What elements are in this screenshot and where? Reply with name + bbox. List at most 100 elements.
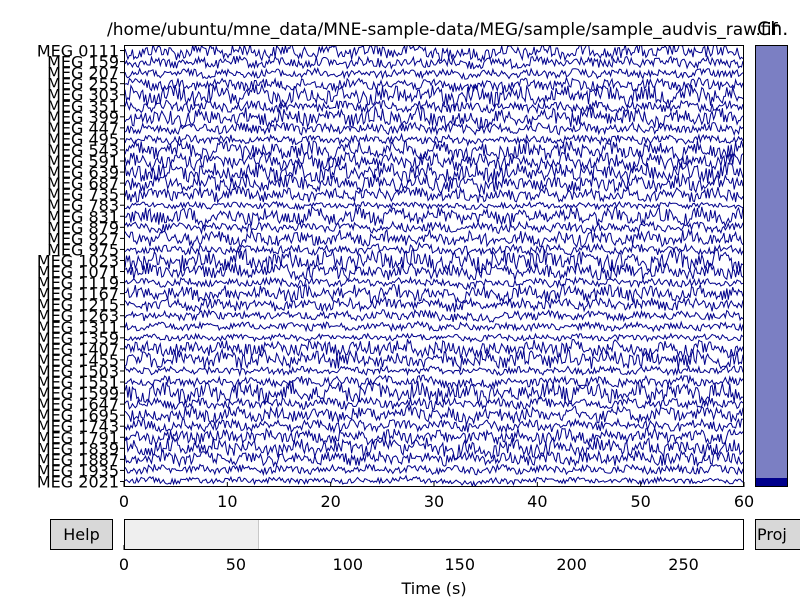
channel-trace[interactable] — [125, 436, 743, 460]
channel-trace[interactable] — [125, 241, 743, 257]
channel-label: MEG 159 — [47, 53, 119, 72]
channel-trace[interactable] — [125, 205, 743, 228]
time-x-tick-label: 150 — [444, 555, 475, 574]
channel-label: MEG 1551 — [37, 373, 119, 392]
channel-label: MEG 2021 — [37, 472, 119, 491]
channel-trace[interactable] — [125, 185, 743, 204]
channel-label: MEG 447 — [47, 119, 119, 138]
channel-trace[interactable] — [125, 320, 743, 333]
channel-trace[interactable] — [125, 160, 743, 185]
channel-label: MEG 687 — [47, 174, 119, 193]
time-x-tick-label: 50 — [226, 555, 246, 574]
traces-svg — [125, 46, 743, 486]
channel-label: MEG 351 — [47, 97, 119, 116]
channel-trace[interactable] — [125, 426, 743, 447]
channel-label: MEG 1791 — [37, 428, 119, 447]
channel-label: MEG 879 — [47, 218, 119, 237]
channel-trace[interactable] — [125, 261, 743, 282]
channel-trace[interactable] — [125, 98, 743, 115]
channel-scrollbar-label: Ch. — [757, 18, 789, 40]
main-x-tick-label: 30 — [424, 492, 444, 511]
main-x-tick-label: 40 — [527, 492, 547, 511]
channel-label: MEG 1407 — [37, 340, 119, 359]
channel-label: MEG 591 — [47, 152, 119, 171]
channel-label: MEG 399 — [47, 108, 119, 127]
figure-title: /home/ubuntu/mne_data/MNE-sample-data/ME… — [107, 20, 778, 40]
time-x-tick-label: 250 — [668, 555, 699, 574]
channel-label: MEG 1599 — [37, 384, 119, 403]
channel-trace[interactable] — [125, 75, 743, 93]
channel-trace[interactable] — [125, 82, 743, 109]
channel-label: MEG 927 — [47, 229, 119, 248]
channel-label: MEG 1119 — [37, 274, 119, 293]
channel-trace[interactable] — [125, 404, 743, 427]
channel-trace[interactable] — [125, 338, 743, 360]
channel-trace[interactable] — [125, 380, 743, 405]
channel-label: MEG 639 — [47, 163, 119, 182]
channel-label: MEG 1887 — [37, 450, 119, 469]
channel-trace[interactable] — [125, 463, 743, 477]
channel-trace[interactable] — [125, 228, 743, 249]
time-x-tick-label: 200 — [556, 555, 587, 574]
channel-label: MEG 975 — [47, 240, 119, 259]
channel-label: MEG 255 — [47, 75, 119, 94]
channel-trace[interactable] — [125, 172, 743, 195]
channel-label: MEG 1167 — [37, 285, 119, 304]
channel-trace[interactable] — [125, 151, 743, 173]
channel-label: MEG 1935 — [37, 461, 119, 480]
channel-trace[interactable] — [125, 417, 743, 434]
channel-trace[interactable] — [125, 449, 743, 468]
channel-label: MEG 1215 — [37, 296, 119, 315]
channel-label: MEG 1743 — [37, 417, 119, 436]
main-x-tick-label: 20 — [320, 492, 340, 511]
channel-scrollbar[interactable] — [755, 45, 788, 487]
channel-label: MEG 1071 — [37, 263, 119, 282]
main-x-tick-label: 60 — [734, 492, 754, 511]
channel-trace[interactable] — [125, 347, 743, 372]
channel-label: MEG 1695 — [37, 406, 119, 425]
channel-trace[interactable] — [125, 220, 743, 235]
channel-trace[interactable] — [125, 120, 743, 137]
channel-label: MEG 303 — [47, 86, 119, 105]
channel-trace[interactable] — [125, 295, 743, 313]
channel-trace[interactable] — [125, 200, 743, 211]
channel-trace[interactable] — [125, 104, 743, 131]
channel-label: MEG 831 — [47, 207, 119, 226]
channel-trace[interactable] — [125, 282, 743, 304]
channel-label: MEG 1023 — [37, 251, 119, 270]
channel-trace[interactable] — [125, 308, 743, 323]
time-scrollbar[interactable] — [124, 519, 744, 550]
channel-label: MEG 1311 — [37, 318, 119, 337]
channel-trace[interactable] — [125, 332, 743, 343]
channel-label: MEG 1455 — [37, 351, 119, 370]
channel-label: MEG 783 — [47, 196, 119, 215]
time-axis-label: Time (s) — [401, 579, 467, 598]
main-x-tick-label: 10 — [217, 492, 237, 511]
channel-label: MEG 1647 — [37, 395, 119, 414]
channel-label: MEG 543 — [47, 141, 119, 160]
channel-trace[interactable] — [125, 364, 743, 377]
channel-trace[interactable] — [125, 374, 743, 390]
channel-trace[interactable] — [125, 132, 743, 148]
channel-trace[interactable] — [125, 66, 743, 80]
channel-trace[interactable] — [125, 396, 743, 412]
main-x-tick-label: 50 — [630, 492, 650, 511]
channel-labels: MEG 0111 MEG 159 MEG 207 MEG 255 MEG 303 MEG … — [0, 0, 124, 600]
channel-trace[interactable] — [125, 54, 743, 70]
channel-trace[interactable] — [125, 139, 743, 162]
time-window-indicator[interactable] — [125, 520, 259, 549]
raw-data-plot[interactable] — [124, 45, 744, 487]
channel-trace[interactable] — [125, 474, 743, 486]
channel-label: MEG 735 — [47, 185, 119, 204]
channel-trace[interactable] — [125, 275, 743, 291]
channel-label: MEG 1263 — [37, 307, 119, 326]
channel-label: MEG 1359 — [37, 329, 119, 348]
time-x-tick-label: 100 — [333, 555, 364, 574]
channel-label: MEG 0111 — [37, 42, 119, 61]
channel-trace[interactable] — [125, 46, 743, 64]
proj-button[interactable]: Proj — [755, 519, 800, 550]
channel-label: MEG 495 — [47, 130, 119, 149]
help-button[interactable]: Help — [50, 519, 113, 550]
channel-scrollbar-marker — [756, 478, 787, 486]
